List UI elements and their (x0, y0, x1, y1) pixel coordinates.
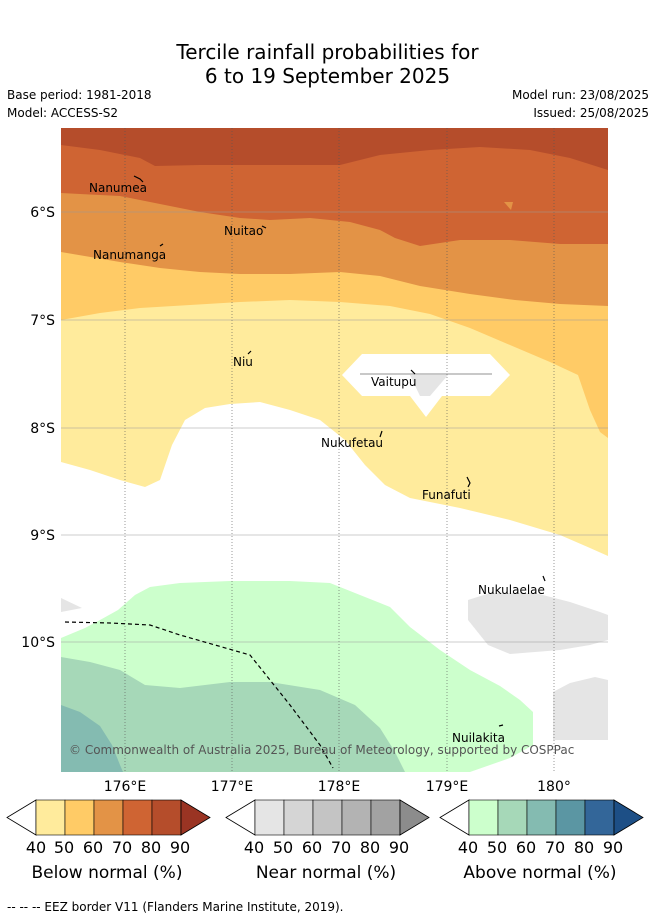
legend-tick: 40 (457, 838, 479, 857)
colorbar-segment (584, 799, 615, 836)
lat-label: 7°S (30, 313, 55, 329)
legend-tick: 60 (301, 838, 323, 857)
colorbar-segment (370, 799, 401, 836)
island-marks (133, 175, 546, 727)
title-line-1: Tercile rainfall probabilities for (176, 40, 479, 64)
base-period: Base period: 1981-2018 (7, 88, 152, 102)
place-label: Nanumanga (93, 248, 166, 262)
colorbar-segment (341, 799, 372, 836)
lat-label: 10°S (21, 635, 55, 651)
legend-tick: 50 (486, 838, 508, 857)
lat-label: 9°S (30, 528, 55, 544)
lon-label: 178°E (318, 779, 361, 795)
colorbar-segment (151, 799, 182, 836)
colorbar-segment (497, 799, 528, 836)
lon-label: 179°E (426, 779, 469, 795)
model-run: Model run: 23/08/2025 (511, 88, 649, 102)
place-label: Nuitao (224, 224, 263, 238)
colorbar-segment (93, 799, 124, 836)
copyright-notice: © Commonwealth of Australia 2025, Bureau… (69, 743, 574, 757)
legend-tick: 80 (573, 838, 595, 857)
legend-below-label: Below normal (%) (31, 863, 183, 883)
colorbar-segment (283, 799, 314, 836)
colorbar-segment (468, 799, 499, 836)
colorbar-low-arrow (6, 799, 37, 836)
place-label: Funafuti (422, 488, 471, 502)
lat-labels: 6°S 7°S 8°S 9°S 10°S (21, 205, 55, 651)
graticule (61, 128, 608, 772)
legend-below-colorbar (6, 799, 211, 836)
lon-labels: 176°E 177°E 178°E 179°E 180° (104, 779, 571, 795)
legend-tick: 50 (272, 838, 294, 857)
place-label: Nukufetau (321, 436, 383, 450)
probability-field (61, 128, 608, 772)
colorbar-high-arrow (180, 799, 211, 836)
legend-tick: 90 (388, 838, 410, 857)
near-40-patch-east (468, 593, 608, 654)
colorbar-segment (35, 799, 66, 836)
lat-label: 8°S (30, 421, 55, 437)
legend-near-colorbar (225, 799, 430, 836)
place-label: Nukulaelae (478, 583, 545, 597)
eez-border-line (64, 621, 334, 769)
near-40-patch-west (61, 598, 82, 612)
legend-tick: 70 (544, 838, 566, 857)
near-40-patch-vaitupu (410, 375, 448, 396)
eez-footnote: -- -- -- EEZ border V11 (Flanders Marine… (7, 900, 344, 914)
legend-near-label: Near normal (%) (255, 863, 397, 883)
legend-tick: 40 (243, 838, 265, 857)
map-title: Tercile rainfall probabilities for 6 to … (0, 40, 655, 88)
lon-label: 176°E (104, 779, 147, 795)
colorbar-segment (122, 799, 153, 836)
legend-tick: 90 (602, 838, 624, 857)
colorbar-segment (526, 799, 557, 836)
legend-tick: 60 (82, 838, 104, 857)
below-80-band (61, 128, 608, 170)
colorbar-high-arrow (613, 799, 644, 836)
legend-above-label: Above normal (%) (463, 863, 617, 883)
place-label: Vaitupu (371, 375, 417, 389)
legend-tick: 80 (359, 838, 381, 857)
colorbar-segment (64, 799, 95, 836)
colorbar-segment (254, 799, 285, 836)
place-label: Nuilakita (452, 731, 505, 745)
place-label: Nanumea (89, 181, 147, 195)
model-name: Model: ACCESS-S2 (7, 106, 119, 120)
title-line-2: 6 to 19 September 2025 (204, 64, 451, 88)
above-60-band (61, 705, 123, 772)
legend-above-colorbar (439, 799, 644, 836)
lon-label: 177°E (211, 779, 254, 795)
lon-label: 180° (537, 779, 571, 795)
colorbar-low-arrow (225, 799, 256, 836)
colorbar-high-arrow (399, 799, 430, 836)
below-speck (504, 202, 513, 210)
legend-tick: 60 (515, 838, 537, 857)
legend-tick: 70 (330, 838, 352, 857)
legend-tick: 80 (140, 838, 162, 857)
place-labels: Nanumea Nuitao Nanumanga Niu Vaitupu Nuk… (89, 181, 545, 745)
near-40-patch-southeast (553, 677, 608, 740)
issued-date: Issued: 25/08/2025 (533, 106, 649, 120)
colorbar-segment (312, 799, 343, 836)
place-label: Niu (233, 355, 253, 369)
colorbar-low-arrow (439, 799, 470, 836)
legend-tick: 50 (53, 838, 75, 857)
lat-label: 6°S (30, 205, 55, 221)
legend-tick: 40 (25, 838, 47, 857)
colorbar-segment (555, 799, 586, 836)
legend-tick: 70 (111, 838, 133, 857)
legend-tick: 90 (169, 838, 191, 857)
